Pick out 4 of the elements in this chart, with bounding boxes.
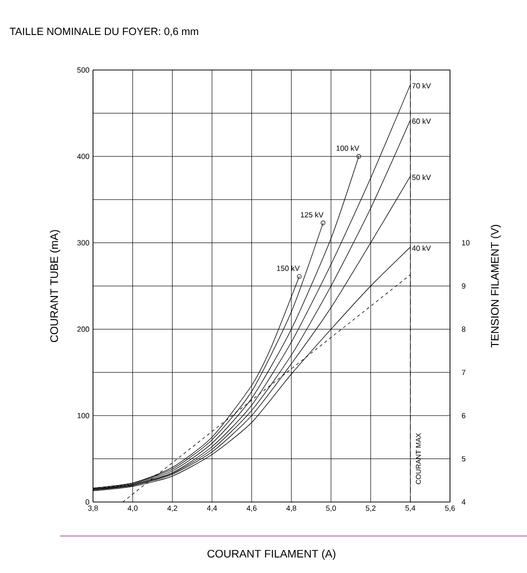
x-axis-title: COURANT FILAMENT (A)	[208, 550, 336, 560]
chart-title: TAILLE NOMINALE DU FOYER: 0,6 mm	[10, 28, 198, 36]
y2-axis-title: TENSION FILAMENT (V)	[490, 224, 501, 348]
y-axis-title: COURANT TUBE (mA)	[50, 230, 60, 342]
